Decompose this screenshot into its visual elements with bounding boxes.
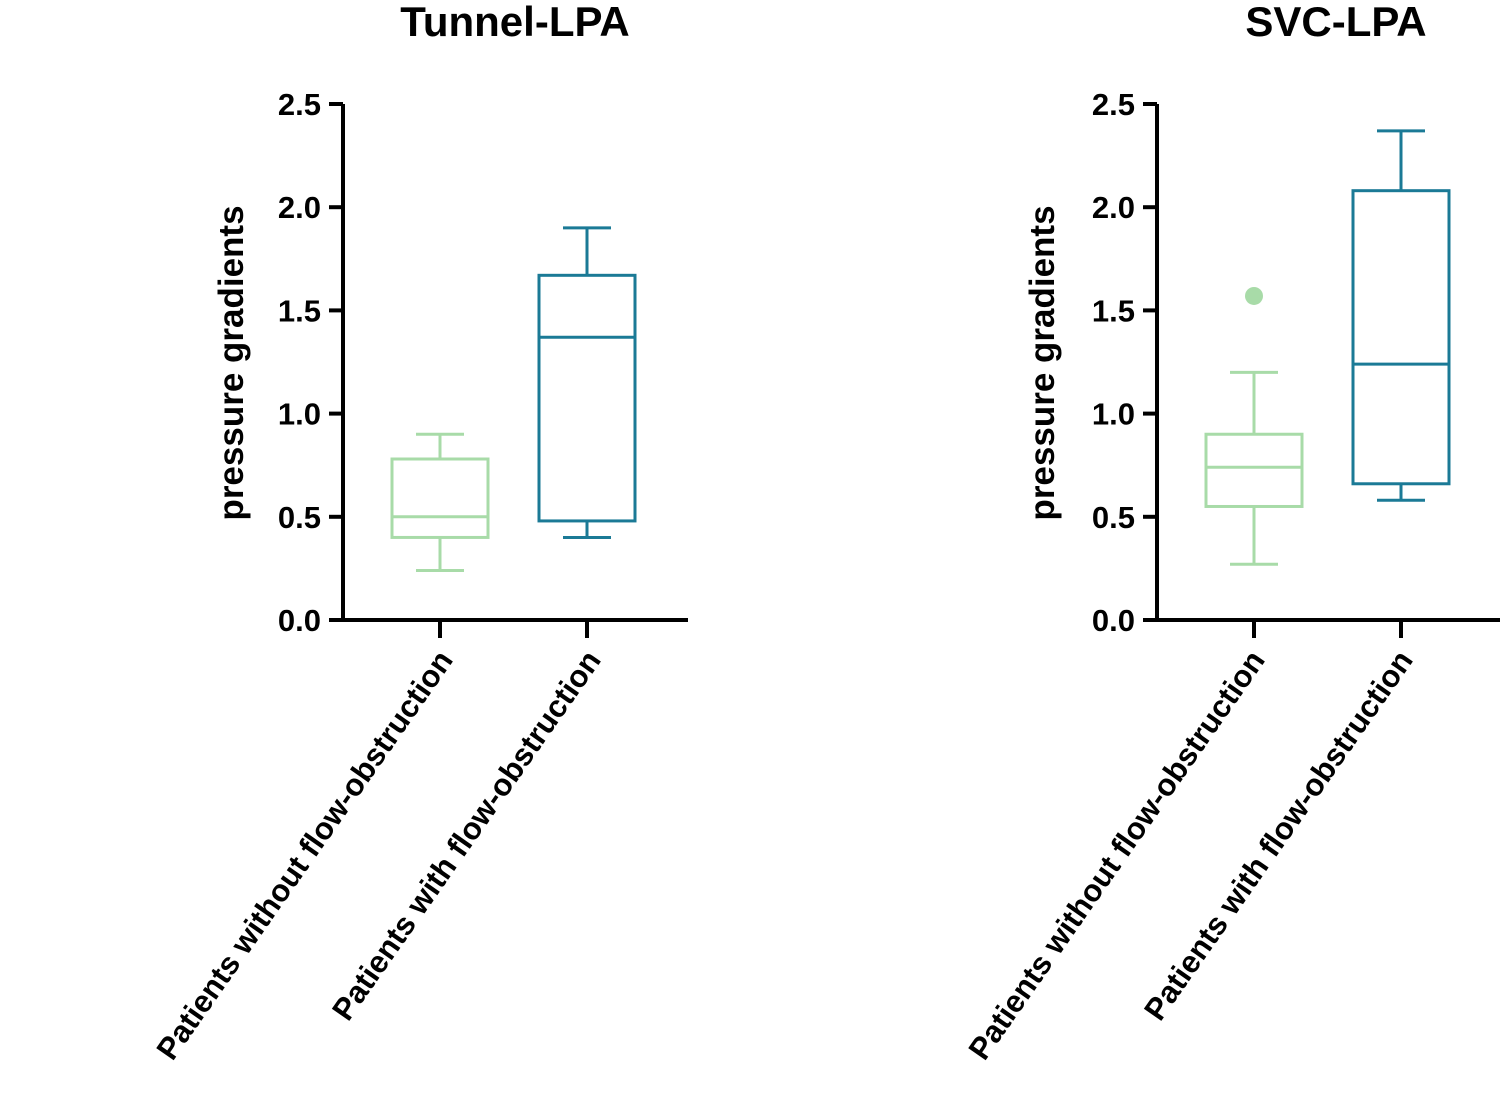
y-tick-label: 2.0: [278, 190, 321, 225]
y-axis-ticks: 0.0 0.5 1.0 1.5 2.0 2.5: [278, 87, 343, 638]
x-category-label: Patients with flow-obstruction: [325, 644, 608, 1027]
y-axis-label: pressure gradients: [1023, 205, 1062, 520]
x-category-labels: Patients without flow-obstruction Patien…: [150, 644, 608, 1066]
y-tick-label: 1.5: [1092, 293, 1135, 328]
y-tick-label: 2.0: [1092, 190, 1135, 225]
y-tick-label: 0.5: [1092, 500, 1135, 535]
x-category-label: Patients without flow-obstruction: [150, 644, 460, 1066]
box-iqr: [537, 273, 637, 523]
y-tick-label: 1.0: [1092, 397, 1135, 432]
panel-svc-lpa: SVC-LPA pressure gradients 0.0 0.5 1.0 1…: [962, 0, 1500, 1066]
panel-tunnel-lpa: Tunnel-LPA pressure gradients 0.0 0.5 1.…: [150, 0, 688, 1066]
box-iqr: [1351, 189, 1451, 486]
x-category-label: Patients with flow-obstruction: [1137, 644, 1420, 1027]
y-tick-label: 2.5: [1092, 87, 1135, 122]
y-tick-label: 1.0: [278, 397, 321, 432]
y-tick-label: 0.5: [278, 500, 321, 535]
y-tick-label: 0.0: [278, 603, 321, 638]
x-category-labels: Patients without flow-obstruction Patien…: [962, 644, 1420, 1066]
x-category-label: Patients without flow-obstruction: [962, 644, 1272, 1066]
y-axis-ticks: 0.0 0.5 1.0 1.5 2.0 2.5: [1092, 87, 1157, 638]
y-tick-label: 1.5: [278, 293, 321, 328]
y-tick-label: 2.5: [278, 87, 321, 122]
box-iqr: [1204, 432, 1304, 508]
y-axis-label: pressure gradients: [212, 205, 251, 520]
outlier-point: [1245, 286, 1263, 305]
box-group: [390, 226, 637, 638]
box-group: [1204, 129, 1451, 638]
y-tick-label: 0.0: [1092, 603, 1135, 638]
box-iqr: [390, 457, 490, 539]
chart-title: Tunnel-LPA: [400, 0, 629, 45]
chart-title: SVC-LPA: [1245, 0, 1426, 45]
